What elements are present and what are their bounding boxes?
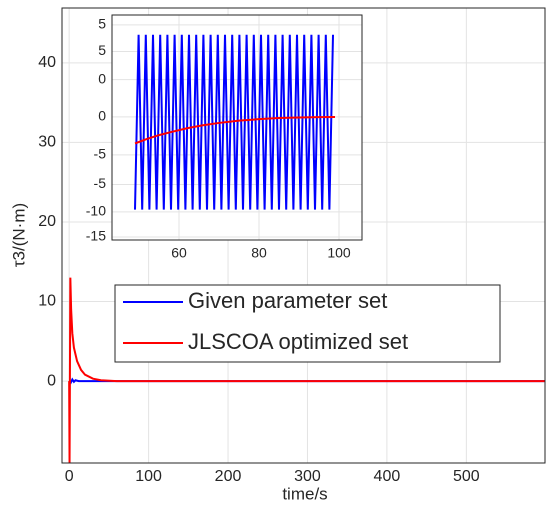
x-tick-label: 100	[135, 468, 162, 485]
y-tick-label: 20	[38, 213, 56, 230]
x-tick-label: 60	[171, 245, 187, 261]
y-tick-label: -15	[86, 228, 106, 244]
y-tick-label: 0	[47, 372, 56, 389]
x-tick-label: 0	[65, 468, 74, 485]
legend-label: JLSCOA optimized set	[188, 329, 408, 354]
y-tick-label: 5	[98, 42, 106, 58]
x-tick-label: 100	[327, 245, 351, 261]
x-tick-label: 200	[215, 468, 242, 485]
y-tick-label: 40	[38, 54, 56, 71]
series-line	[134, 116, 336, 145]
plot-frame	[111, 14, 363, 241]
y-tick-label: 5	[98, 16, 106, 32]
y-tick-label: 30	[38, 134, 56, 151]
y-tick-label: -5	[94, 175, 107, 191]
x-tick-label: 80	[251, 245, 267, 261]
legend-label: Given parameter set	[188, 288, 387, 313]
plot-frame	[61, 7, 546, 464]
x-axis-label: time/s	[282, 484, 327, 503]
y-axis-label: τ3/(N·m)	[9, 203, 28, 267]
y-tick-label: 10	[38, 293, 56, 310]
x-tick-label: 500	[453, 468, 480, 485]
y-tick-label: -5	[94, 146, 107, 162]
series-line	[68, 277, 545, 464]
x-tick-label: 400	[374, 468, 401, 485]
x-tick-label: 300	[294, 468, 321, 485]
legend-box	[114, 284, 501, 363]
y-tick-label: -10	[86, 203, 106, 219]
y-tick-label: 0	[98, 108, 106, 124]
y-tick-label: 0	[98, 70, 106, 86]
